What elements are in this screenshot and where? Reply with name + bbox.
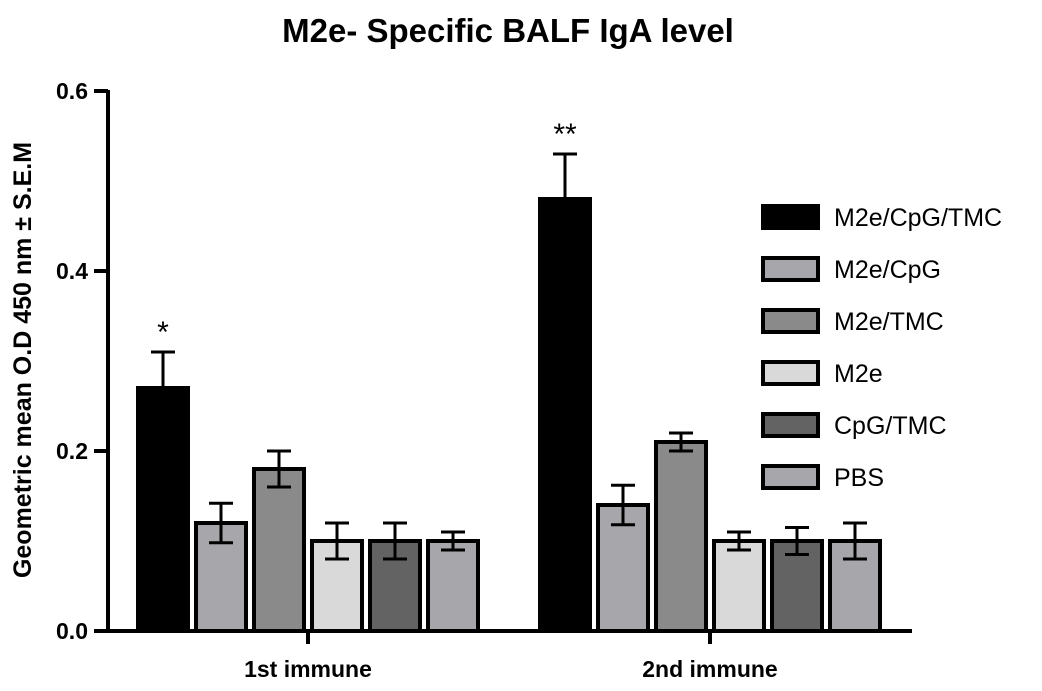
legend-swatch	[761, 464, 820, 490]
legend-swatch	[761, 412, 820, 438]
legend-swatch	[761, 204, 820, 230]
y-axis-label: Geometric mean O.D 450 nm ± S.E.M	[9, 142, 37, 578]
y-tick-label: 0.4	[56, 258, 88, 284]
bar	[538, 197, 592, 633]
legend-swatch	[761, 308, 820, 334]
legend-swatch	[761, 256, 820, 282]
x-tick-label: 1st immune	[244, 656, 372, 682]
bar	[654, 440, 708, 633]
significance-label: **	[553, 118, 577, 151]
legend-label: M2e	[834, 360, 883, 388]
legend-label: CpG/TMC	[834, 412, 947, 440]
x-tick-label: 2nd immune	[642, 656, 777, 682]
legend-label: PBS	[834, 464, 884, 492]
y-tick-label: 0.2	[56, 438, 88, 464]
chart-title: M2e- Specific BALF IgA level	[282, 12, 734, 49]
legend-label: M2e/CpG	[834, 256, 941, 284]
bar	[828, 539, 882, 633]
legend-label: M2e/CpG/TMC	[834, 204, 1002, 232]
bar	[712, 539, 766, 633]
legend-label: M2e/TMC	[834, 308, 944, 336]
bar	[252, 467, 306, 633]
significance-label: *	[157, 316, 169, 349]
bar	[426, 539, 480, 633]
y-tick-label: 0.6	[56, 78, 88, 104]
y-tick-label: 0.0	[56, 618, 88, 644]
legend: M2e/CpG/TMC M2e/CpG M2e/TMC M2e CpG/TMC PBS	[761, 204, 1002, 492]
bars: ***	[136, 118, 882, 633]
bar	[136, 386, 190, 633]
legend-swatch	[761, 360, 820, 386]
